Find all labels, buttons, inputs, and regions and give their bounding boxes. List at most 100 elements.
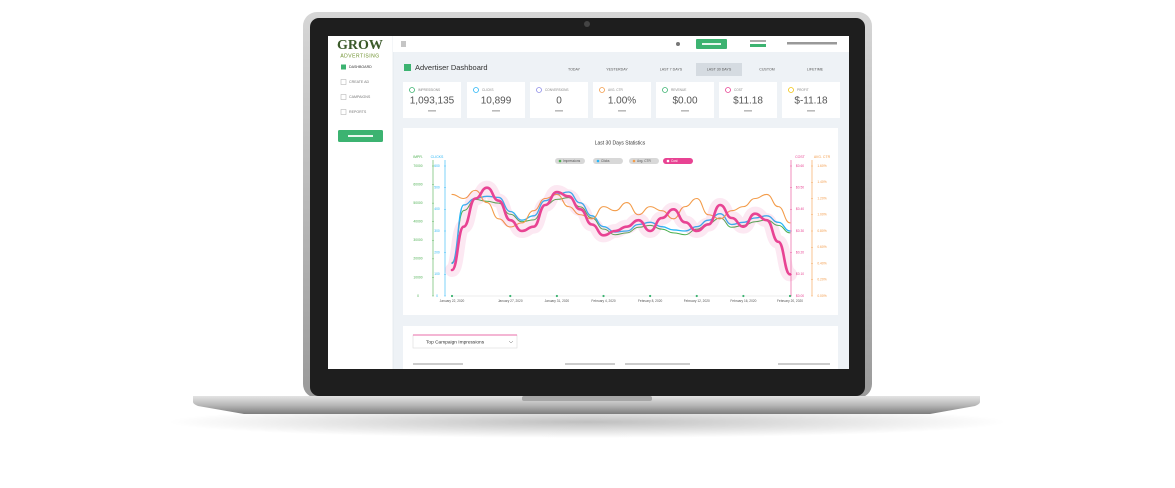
card-change-placeholder	[555, 110, 563, 112]
top-bar	[393, 36, 849, 52]
x-tick-dot	[649, 294, 652, 298]
menu-icon[interactable]	[401, 41, 406, 47]
nav-icon	[340, 79, 347, 85]
x-tick-dot	[602, 294, 605, 298]
y-tick-label: 40000	[413, 220, 422, 224]
card-value: 10,899	[481, 96, 512, 107]
y-tick-label: 10000	[413, 275, 422, 279]
y-tick-label: $0.50	[796, 186, 804, 190]
card-icon	[599, 87, 605, 93]
x-tick-label: February 4, 2020	[591, 299, 616, 303]
y-tick-label: $0.30	[796, 229, 804, 233]
card-label: CLICKS	[482, 88, 494, 92]
tab[interactable]: LIFETIME	[807, 67, 824, 71]
laptop-base	[193, 396, 980, 414]
y-tick-label: 60000	[413, 182, 422, 186]
legend-pill[interactable]	[555, 158, 585, 164]
y-tick-label: $0.40	[796, 207, 804, 211]
axis-title: CLICKS	[431, 155, 444, 159]
y-tick-label: 0.60%	[817, 245, 826, 249]
tab[interactable]: CUSTOM	[759, 67, 775, 71]
nav-item[interactable]: CAMPAIGNS	[349, 95, 371, 99]
x-tick-dot	[788, 294, 792, 298]
balance-placeholder	[750, 44, 766, 47]
y-tick-label: 400	[434, 207, 440, 211]
card-label: REVENUE	[671, 88, 686, 92]
legend-swatch	[666, 159, 670, 163]
card-value: 1,093,135	[410, 96, 455, 107]
x-tick-label: January 27, 2020	[498, 299, 523, 303]
legend-label[interactable]: Clicks	[601, 159, 610, 163]
stat-card	[467, 82, 525, 118]
y-tick-label: 200	[434, 251, 440, 255]
nav-item[interactable]: CREATE AD	[349, 80, 370, 84]
legend-pill[interactable]	[663, 158, 693, 164]
y-tick-label: $0.10	[796, 272, 804, 276]
y-tick-label: 300	[434, 229, 440, 233]
card-label: COST	[734, 88, 743, 92]
tab[interactable]: LAST 30 DAYS	[707, 67, 732, 71]
y-tick-label: 500	[434, 186, 440, 190]
y-tick-label: 0.80%	[817, 229, 826, 233]
y-tick-label: 0.40%	[817, 261, 826, 265]
series-line	[451, 191, 791, 265]
card-icon	[536, 87, 542, 93]
legend-swatch	[596, 159, 600, 163]
column-placeholder	[778, 363, 830, 365]
card-icon	[662, 87, 668, 93]
legend-swatch	[558, 159, 562, 163]
tab[interactable]: TODAY	[568, 67, 581, 71]
column-placeholder	[565, 363, 615, 365]
x-tick-dot	[695, 294, 698, 298]
x-tick-dot	[509, 294, 512, 298]
x-tick-dot	[450, 294, 454, 298]
legend-label[interactable]: Impressions	[563, 159, 581, 163]
card-icon	[725, 87, 731, 93]
page-title: Advertiser Dashboard	[415, 63, 488, 72]
stat-card	[530, 82, 588, 118]
y-tick-label: 30000	[413, 238, 422, 242]
chart-title: Last 30 Days Statistics	[595, 140, 646, 146]
card-label: AVG. CTR	[608, 88, 624, 92]
tab-active[interactable]	[696, 63, 742, 76]
y-tick-label: 1.60%	[817, 164, 826, 168]
panel-title: Top Campaign Impressions	[426, 339, 485, 345]
y-tick-label: 50000	[413, 201, 422, 205]
stat-card	[403, 82, 461, 118]
card-change-placeholder	[492, 110, 500, 112]
legend-pill[interactable]	[629, 158, 659, 164]
card-change-placeholder	[744, 110, 752, 112]
legend-pill[interactable]	[593, 158, 623, 164]
y-tick-label: 20000	[413, 257, 422, 261]
nav-item[interactable]: DASHBOARD	[349, 65, 372, 69]
nav-item[interactable]: REPORTS	[349, 110, 367, 114]
x-tick-label: February 8, 2020	[638, 299, 663, 303]
card-value: 0	[556, 96, 562, 107]
axis-title: IMPR.	[413, 155, 423, 159]
x-tick-label: January 31, 2020	[545, 299, 570, 303]
button-text-placeholder	[348, 135, 373, 137]
x-tick-label: February 12, 2020	[684, 299, 710, 303]
y-tick-label: 1.20%	[817, 196, 826, 200]
tab[interactable]: LAST 7 DAYS	[660, 67, 683, 71]
y-tick-label: 0	[436, 294, 438, 298]
nav-icon	[341, 64, 346, 70]
card-value: $11.18	[733, 96, 763, 107]
card-icon	[788, 87, 794, 93]
card-value: $-11.18	[794, 96, 828, 107]
legend-label[interactable]: Cost	[671, 159, 678, 163]
button-text-placeholder	[702, 43, 721, 45]
bell-icon[interactable]	[676, 42, 680, 46]
card-change-placeholder	[681, 110, 689, 112]
card-change-placeholder	[428, 110, 436, 112]
x-tick-dot	[555, 294, 558, 298]
axis-title: COST	[795, 155, 806, 159]
card-label: IMPRESSIONS	[418, 88, 440, 92]
camera	[584, 21, 590, 27]
logo-sub: ADVERTISING	[340, 53, 379, 59]
card-change-placeholder	[807, 110, 815, 112]
stat-card	[593, 82, 651, 118]
legend-label[interactable]: Avg. CTR	[637, 159, 651, 163]
tab[interactable]: YESTERDAY	[606, 67, 628, 71]
